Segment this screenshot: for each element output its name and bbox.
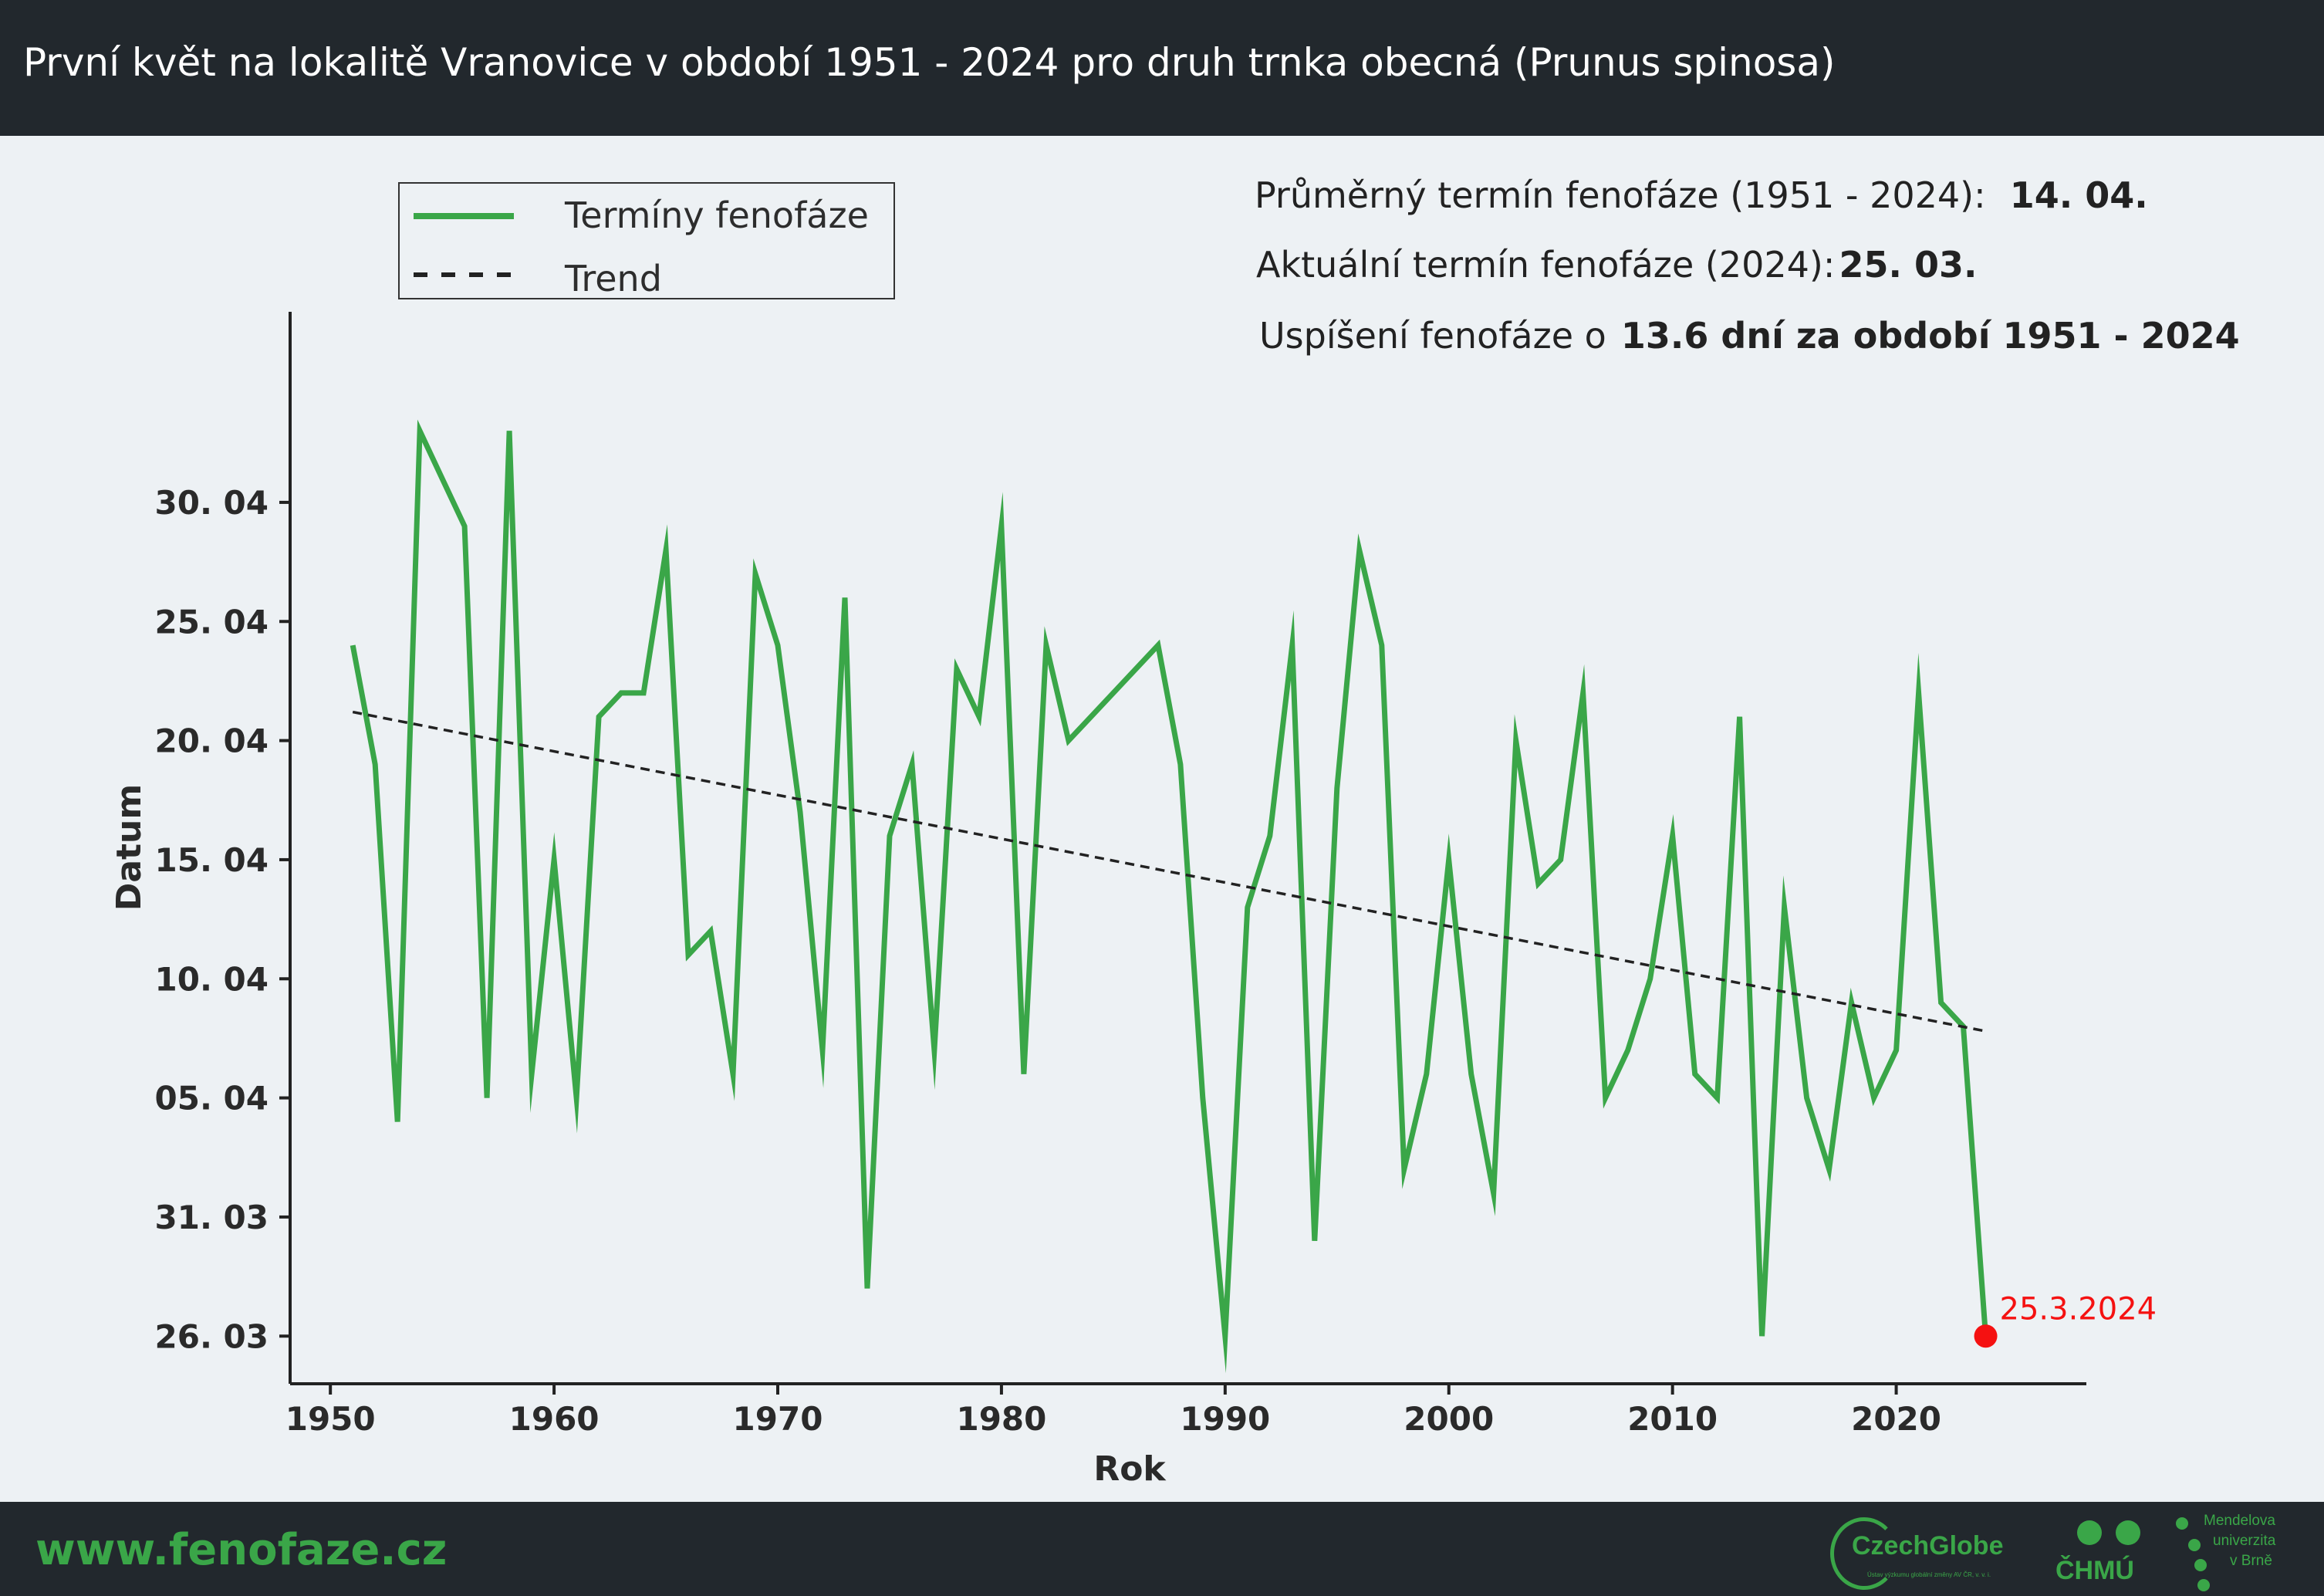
czechglobe-logo: CzechGlobe Ústav výzkumu globální změny … — [1829, 1513, 2029, 1590]
x-tick-label: 1950 — [285, 1400, 376, 1438]
czechglobe-tagline: Ústav výzkumu globální změny AV ČR, v. v… — [1867, 1571, 1991, 1578]
chart-title: První květ na lokalitě Vranovice v obdob… — [23, 40, 1836, 85]
x-tick-label: 2010 — [1627, 1400, 1718, 1438]
y-tick-label: 10. 04 — [155, 960, 269, 998]
footer-url-link[interactable]: www.fenofaze.cz — [35, 1525, 448, 1575]
legend-label-series: Termíny fenofáze — [565, 194, 869, 236]
legend-item-trend: Trend — [400, 252, 893, 306]
info-shift-label: Uspíšení fenofáze o — [1259, 315, 1606, 357]
y-tick-label: 31. 03 — [155, 1199, 269, 1236]
info-current-value: 25. 03. — [1839, 244, 1978, 286]
mendel-dot-icon — [2197, 1579, 2210, 1591]
y-tick-label: 20. 04 — [155, 722, 269, 760]
mendel-dot-icon — [2194, 1559, 2207, 1571]
x-axis-label: Rok — [1093, 1449, 1167, 1489]
info-shift: Uspíšení fenofáze o 13.6 dní za období 1… — [1259, 315, 2240, 357]
x-tick-label: 1980 — [956, 1400, 1046, 1438]
y-tick-label: 15. 04 — [155, 841, 269, 879]
x-tick-label: 1960 — [509, 1400, 600, 1438]
header-bar: První květ na lokalitě Vranovice v obdob… — [0, 0, 2324, 136]
legend-swatch-trend — [414, 272, 514, 277]
y-tick-label: 05. 04 — [155, 1080, 269, 1118]
legend-item-series: Termíny fenofáze — [400, 188, 893, 242]
highlight-point — [1974, 1324, 1998, 1348]
chmu-logo: ČHMÚ — [2052, 1513, 2145, 1587]
info-shift-value: 13.6 dní za období 1951 - 2024 — [1620, 315, 2240, 357]
info-current: Aktuální termín fenofáze (2024): 25. 03. — [1256, 244, 1977, 286]
legend-swatch-series — [414, 213, 514, 219]
y-tick-label: 25. 04 — [155, 603, 269, 641]
x-tick-label: 1970 — [733, 1400, 823, 1438]
czechglobe-ring-icon — [1830, 1517, 1898, 1590]
mendel-name-line-2: univerzita — [2213, 1533, 2276, 1549]
mendel-dot-icon — [2176, 1517, 2188, 1530]
chmu-name: ČHMÚ — [2055, 1556, 2134, 1585]
legend: Termíny fenofáze Trend — [398, 182, 895, 299]
mendel-dot-icon — [2188, 1539, 2201, 1551]
highlight-label: 25.3.2024 — [2000, 1291, 2157, 1327]
footer-bar: www.fenofaze.cz CzechGlobe Ústav výzkumu… — [0, 1502, 2324, 1596]
x-tick-label: 1990 — [1180, 1400, 1270, 1438]
y-tick-label: 30. 04 — [155, 484, 269, 522]
mendel-logo: Mendelova univerzita v Brně — [2174, 1508, 2321, 1593]
czechglobe-name: CzechGlobe — [1852, 1531, 2004, 1560]
x-tick-label: 2000 — [1404, 1400, 1494, 1438]
info-current-label: Aktuální termín fenofáze (2024): — [1256, 244, 1836, 286]
info-average-label: Průměrný termín fenofáze (1951 - 2024): — [1255, 174, 1986, 216]
mendel-name-line-1: Mendelova — [2204, 1513, 2275, 1529]
series-line-terminy-fenofaze — [350, 419, 1988, 1374]
info-average-value: 14. 04. — [2009, 174, 2148, 216]
y-tick-label: 26. 03 — [155, 1317, 269, 1355]
info-average: Průměrný termín fenofáze (1951 - 2024): … — [1255, 174, 2148, 216]
x-tick-label: 2020 — [1851, 1400, 1941, 1438]
mendel-name-line-3: v Brně — [2230, 1553, 2272, 1569]
legend-label-trend: Trend — [565, 258, 662, 299]
y-axis-label: Datum — [110, 784, 149, 911]
